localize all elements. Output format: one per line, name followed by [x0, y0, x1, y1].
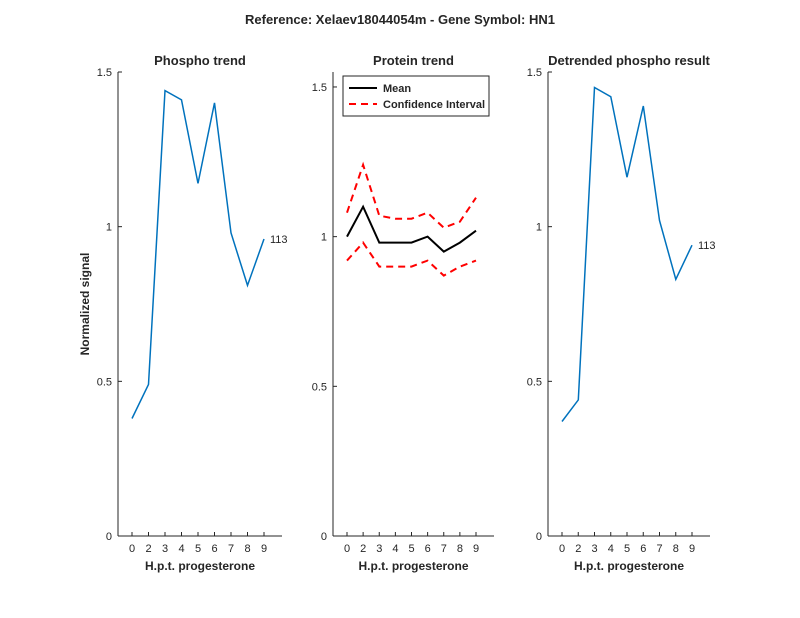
x-tick-label: 0	[344, 543, 350, 555]
chart-title: Detrended phospho result	[548, 53, 710, 68]
y-tick-label: 0.5	[97, 376, 112, 388]
y-axis-label: Normalized signal	[78, 253, 92, 356]
legend-box	[342, 75, 490, 117]
legend-entry: Mean	[383, 83, 411, 95]
x-tick-label: 7	[441, 543, 447, 555]
x-tick-label: 5	[624, 543, 630, 555]
phospho-line	[131, 89, 265, 419]
x-axis-label: H.p.t. progesterone	[358, 559, 468, 573]
x-tick-label: 3	[376, 543, 382, 555]
x-tick-label: 5	[195, 543, 201, 555]
x-tick-label: 3	[162, 543, 168, 555]
x-tick-label: 5	[408, 543, 414, 555]
x-tick-label: 0	[559, 543, 565, 555]
x-tick-label: 0	[129, 543, 135, 555]
y-tick-label: 1	[106, 222, 112, 234]
x-axis-label: H.p.t. progesterone	[574, 559, 684, 573]
x-tick-label: 4	[392, 543, 398, 555]
x-tick-label: 3	[591, 543, 597, 555]
mean-line	[346, 204, 477, 253]
x-tick-label: 6	[640, 543, 646, 555]
x-tick-label: 4	[178, 543, 184, 555]
x-tick-label: 8	[673, 543, 679, 555]
series-end-label: 113	[698, 240, 716, 252]
phospho-line	[561, 86, 693, 422]
x-axis-label: H.p.t. progesterone	[145, 559, 255, 573]
x-tick-label: 6	[211, 543, 217, 555]
y-tick-label: 0	[106, 531, 112, 543]
legend-entry: Confidence Interval	[383, 99, 485, 111]
chart-title: Phospho trend	[154, 53, 246, 68]
y-tick-label: 1	[321, 232, 327, 244]
x-tick-label: 2	[575, 543, 581, 555]
x-tick-label: 8	[457, 543, 463, 555]
confidence-interval-line	[346, 240, 477, 277]
y-tick-label: 0	[536, 531, 542, 543]
x-tick-label: 8	[244, 543, 250, 555]
x-tick-label: 7	[228, 543, 234, 555]
series-end-label: 113	[270, 234, 288, 246]
x-tick-label: 6	[425, 543, 431, 555]
y-tick-label: 1	[536, 222, 542, 234]
x-tick-label: 2	[145, 543, 151, 555]
y-tick-label: 1.5	[527, 67, 542, 79]
figure-title: Reference: Xelaev18044054m - Gene Symbol…	[245, 12, 555, 27]
y-tick-label: 1.5	[312, 82, 327, 94]
confidence-interval-line	[346, 161, 477, 229]
x-tick-label: 9	[473, 543, 479, 555]
x-tick-label: 4	[608, 543, 614, 555]
chart-title: Protein trend	[373, 53, 454, 68]
y-tick-label: 1.5	[97, 67, 112, 79]
x-tick-label: 9	[689, 543, 695, 555]
y-tick-label: 0.5	[527, 376, 542, 388]
x-tick-label: 2	[360, 543, 366, 555]
x-tick-label: 7	[656, 543, 662, 555]
x-tick-label: 9	[261, 543, 267, 555]
y-tick-label: 0	[321, 531, 327, 543]
y-tick-label: 0.5	[312, 381, 327, 393]
